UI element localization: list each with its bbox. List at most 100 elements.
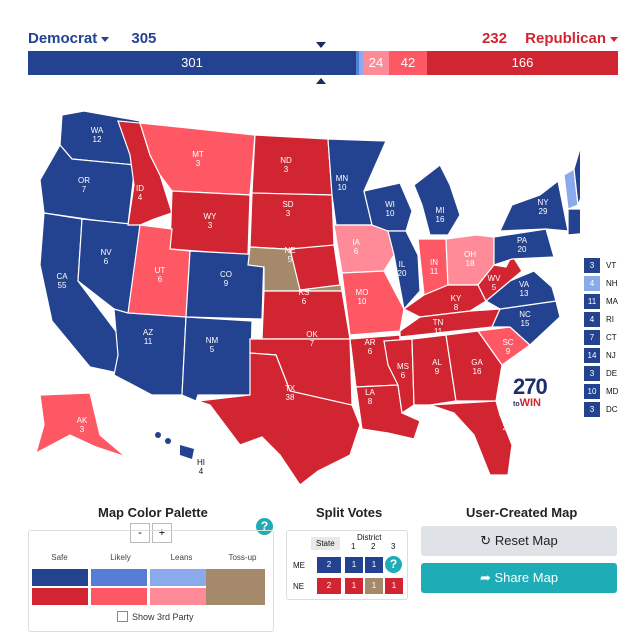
republican-selector[interactable]: 232 Republican — [482, 30, 618, 47]
small-state-md[interactable]: 10 MD — [584, 382, 634, 400]
small-state-abbr: NJ — [606, 350, 616, 360]
state-ev-va: 13 — [520, 289, 529, 298]
state-nm[interactable] — [181, 316, 253, 402]
small-state-ri[interactable]: 4 RI — [584, 310, 634, 328]
state-hi-island[interactable] — [165, 438, 171, 444]
palette-title: Map Color Palette — [98, 505, 208, 520]
swatch-dem-likely[interactable] — [91, 569, 147, 586]
swatch-tossup[interactable] — [206, 569, 265, 605]
reset-map-button[interactable]: ↻ Reset Map — [421, 526, 617, 556]
state-co[interactable] — [185, 250, 265, 320]
small-state-ct[interactable]: 7 CT — [584, 328, 634, 346]
state-ev-id: 4 — [138, 193, 143, 202]
state-label-ms: MS — [397, 362, 409, 371]
state-fl[interactable] — [429, 400, 513, 476]
state-ev-ia: 6 — [354, 247, 359, 256]
swatch-rep-leans[interactable] — [150, 588, 206, 605]
refresh-icon: ↻ — [480, 533, 492, 548]
small-state-nj[interactable]: 14 NJ — [584, 346, 634, 364]
logo-number: 270 — [513, 374, 548, 399]
small-state-abbr: VT — [606, 260, 617, 270]
state-label-hi: HI — [197, 458, 205, 467]
swatch-rep-likely[interactable] — [91, 588, 147, 605]
state-tx[interactable] — [197, 352, 361, 486]
share-map-label: Share Map — [494, 570, 559, 585]
show-third-party-label: Show 3rd Party — [132, 611, 194, 622]
split-votes-panel: State District 1 2 3 ME 2 1 1 ? NE 2 1 1… — [286, 530, 408, 600]
state-label-ky: KY — [451, 294, 462, 303]
state-me[interactable] — [573, 135, 580, 206]
state-label-ak: AK — [77, 416, 88, 425]
state-ev-or: 7 — [82, 185, 87, 194]
state-label-ks: KS — [299, 288, 310, 297]
state-ev-oh: 18 — [466, 259, 475, 268]
state-label-mn: MN — [336, 174, 349, 183]
logo-win: toWIN — [513, 398, 559, 410]
small-state-abbr: DE — [606, 368, 618, 378]
small-state-abbr: CT — [606, 332, 617, 342]
small-state-nh[interactable]: 4 NH — [584, 274, 634, 292]
state-label-nd: ND — [280, 156, 292, 165]
state-ev-ny: 29 — [539, 207, 548, 216]
show-third-party-checkbox[interactable] — [117, 611, 128, 622]
state-mi[interactable] — [413, 164, 461, 236]
small-state-ma[interactable]: 11 MA — [584, 292, 634, 310]
democrat-label: Democrat — [28, 30, 98, 47]
state-label-tx: TX — [285, 384, 296, 393]
show-third-party-toggle[interactable]: Show 3rd Party — [117, 611, 194, 622]
state-ne-district-red[interactable] — [289, 244, 341, 291]
state-label-co: CO — [220, 270, 232, 279]
palette-minus-button[interactable]: - — [130, 523, 150, 543]
ne-district-1[interactable]: 1 — [345, 578, 363, 594]
state-label-ca: CA — [56, 272, 68, 281]
state-label-nm: NM — [206, 336, 219, 345]
swatch-dem-leans[interactable] — [150, 569, 206, 586]
state-il[interactable] — [387, 230, 421, 311]
palette-label-safe: Safe — [51, 553, 68, 562]
state-mo[interactable] — [341, 270, 405, 336]
small-state-ev: 10 — [584, 383, 600, 399]
state-label-il: IL — [399, 260, 406, 269]
ne-district-2[interactable]: 1 — [365, 578, 383, 594]
state-hi[interactable] — [180, 445, 194, 459]
state-al[interactable] — [411, 334, 457, 406]
split-district-header: District — [357, 533, 382, 542]
state-ev-wi: 10 — [386, 209, 395, 218]
me-state-votes[interactable]: 2 — [317, 557, 341, 573]
small-state-de[interactable]: 3 DE — [584, 364, 634, 382]
state-ia[interactable] — [333, 224, 395, 274]
palette-label-likely: Likely — [110, 553, 131, 562]
state-hi-island[interactable] — [155, 432, 161, 438]
me-district-2[interactable]: 1 — [365, 557, 383, 573]
swatch-dem-safe[interactable] — [32, 569, 88, 586]
split-d1: 1 — [351, 542, 356, 551]
state-new-england[interactable] — [567, 208, 580, 236]
small-state-dc[interactable]: 3 DC — [584, 400, 634, 418]
share-icon: ➦ — [479, 570, 491, 585]
state-nd[interactable] — [251, 134, 333, 196]
tally-dem-likely — [356, 51, 359, 75]
state-ak[interactable] — [35, 392, 127, 458]
state-wv[interactable] — [477, 253, 523, 302]
logo-to: to — [513, 401, 520, 408]
share-map-button[interactable]: ➦ Share Map — [421, 563, 617, 593]
state-ev-ms: 6 — [401, 371, 406, 380]
palette-plus-button[interactable]: + — [152, 523, 172, 543]
split-state-header: State — [311, 537, 340, 550]
state-az[interactable] — [113, 308, 187, 396]
democrat-selector[interactable]: Democrat 305 — [28, 30, 156, 47]
ne-state-votes[interactable]: 2 — [317, 578, 341, 594]
state-ny[interactable] — [499, 179, 569, 232]
swatch-rep-safe[interactable] — [32, 588, 88, 605]
state-pa[interactable] — [493, 228, 555, 266]
state-ga[interactable] — [445, 330, 503, 402]
state-label-mi: MI — [436, 206, 445, 215]
small-state-abbr: MA — [606, 296, 618, 306]
small-state-vt[interactable]: 3 VT — [584, 256, 634, 274]
state-ev-ut: 6 — [158, 275, 163, 284]
split-help-icon[interactable]: ? — [385, 556, 402, 573]
small-state-ev: 3 — [584, 365, 600, 381]
me-district-1[interactable]: 1 — [345, 557, 363, 573]
ne-district-3[interactable]: 1 — [385, 578, 403, 594]
state-label-la: LA — [365, 388, 375, 397]
